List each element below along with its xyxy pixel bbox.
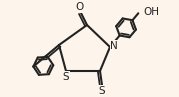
- Text: N: N: [110, 41, 118, 51]
- Text: OH: OH: [143, 7, 159, 17]
- Text: S: S: [99, 85, 105, 96]
- Text: S: S: [63, 71, 69, 81]
- Text: O: O: [75, 3, 83, 13]
